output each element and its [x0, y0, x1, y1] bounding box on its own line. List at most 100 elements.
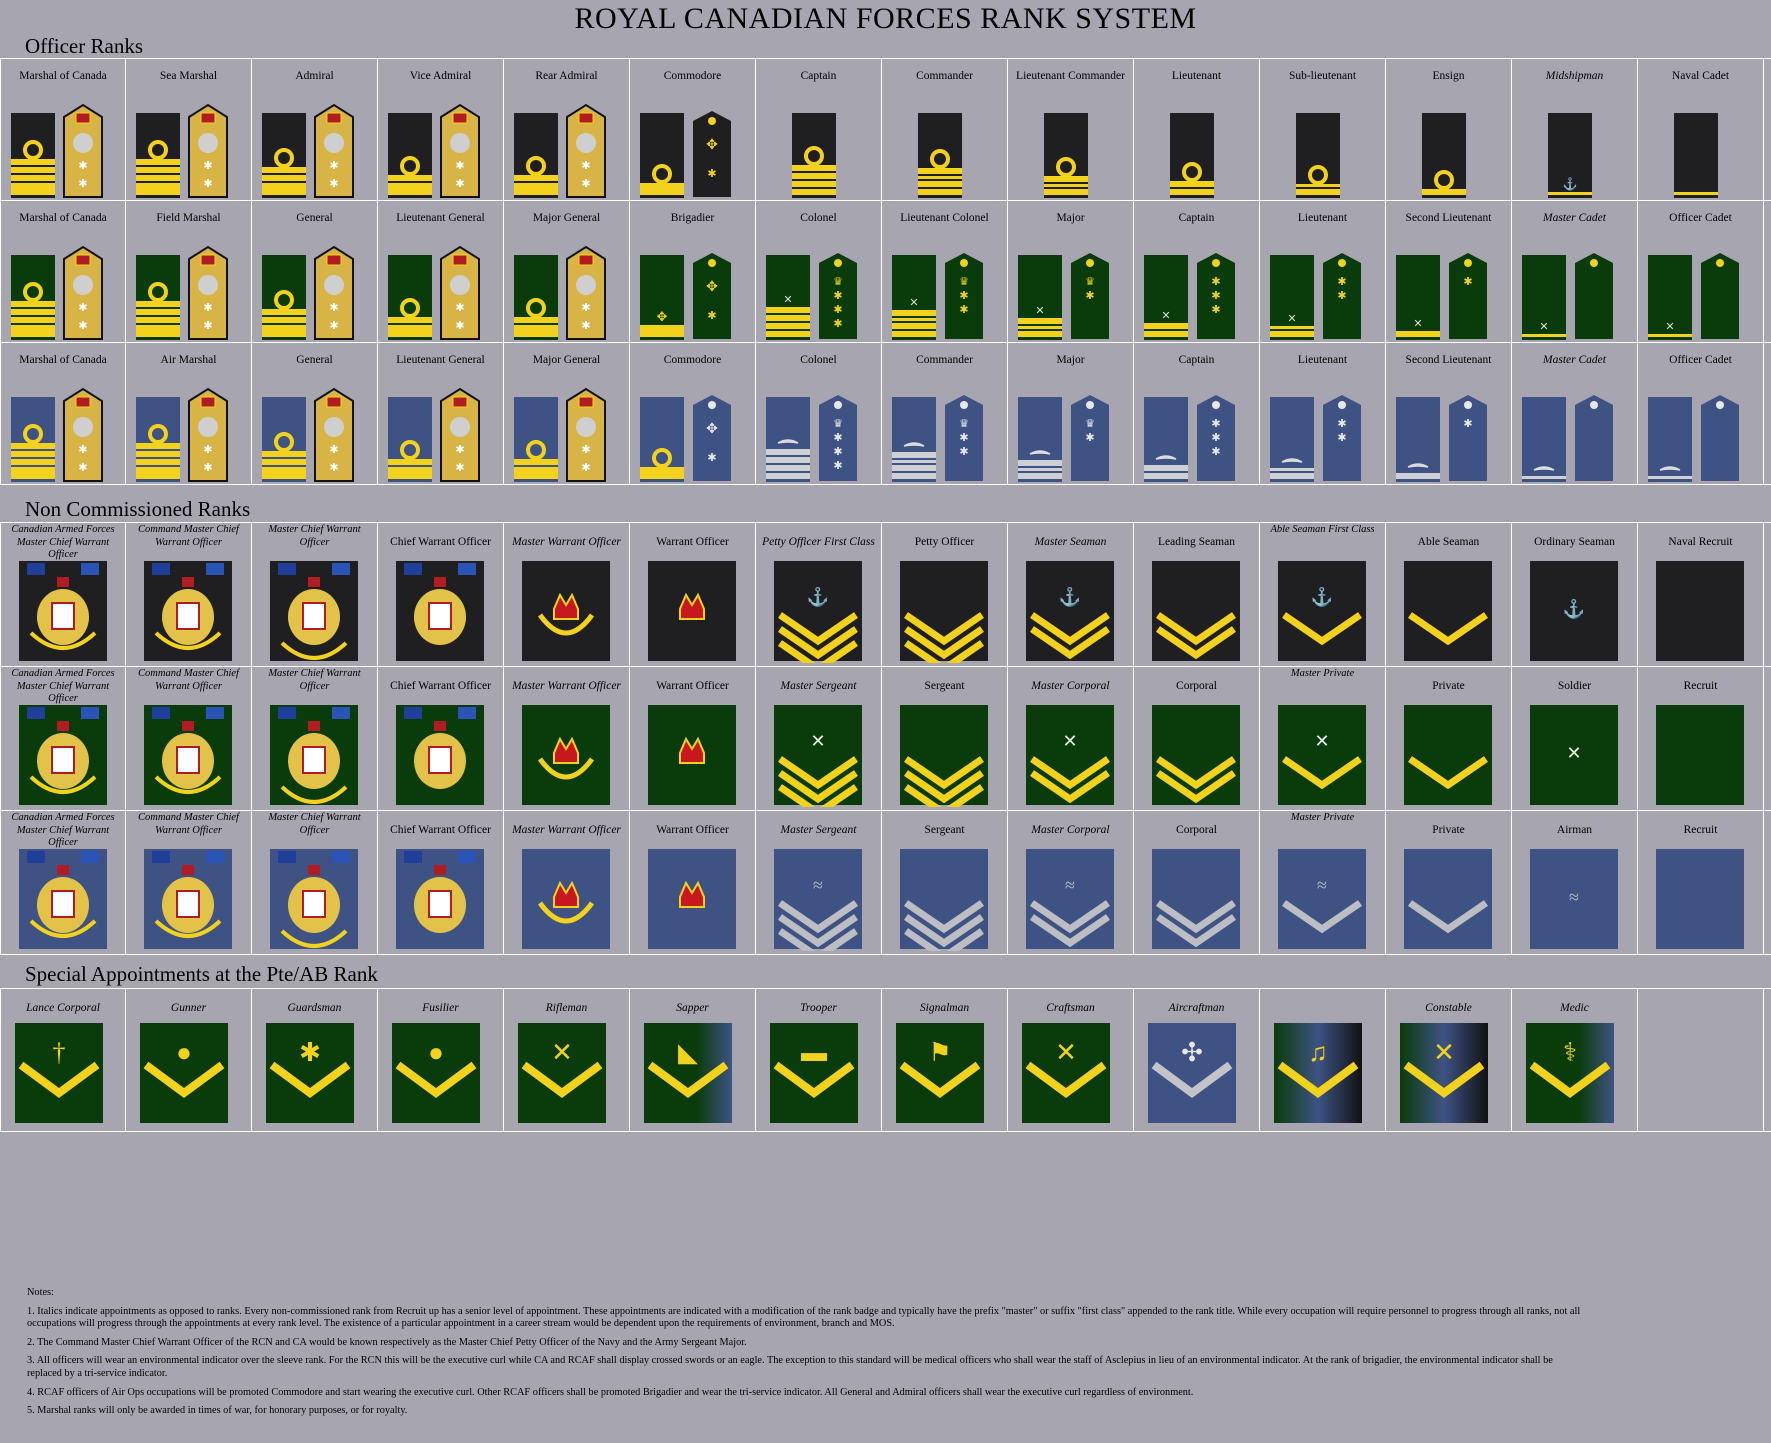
rank-cell-air: Air Marshal ✱ ✱	[126, 343, 252, 484]
chevron	[778, 900, 858, 934]
rank-cell-air: Private	[1386, 811, 1512, 954]
rank-cell-army: Master Corporal ✕	[1008, 667, 1134, 810]
crown-icon: ♛	[959, 276, 969, 288]
rank-label: Field Marshal	[156, 212, 221, 224]
special-insignia: ●	[140, 1023, 228, 1123]
rank-label: Sergeant	[924, 824, 965, 836]
button-icon	[1338, 401, 1346, 409]
sleeve-stripe	[766, 307, 810, 313]
maple-leaf-icon: ✱	[78, 178, 87, 190]
shield-icon	[51, 746, 75, 774]
shoulder-board	[819, 253, 857, 339]
rank-cell-special: Guardsman ✱	[252, 989, 378, 1131]
rank-label: Master Chief Warrant Officer	[268, 668, 361, 692]
rank-cell-air: Major ♛ ✱	[1008, 343, 1134, 484]
special-insignia: ⚕	[1526, 1023, 1614, 1123]
officer-insignia: ✕ ♛ ✱ ✱ ✱	[766, 253, 857, 340]
rank-label: Major	[1056, 212, 1085, 224]
rank-cell-army: Corporal	[1134, 667, 1260, 810]
rank-cell-air: Second Lieutenant ✱	[1386, 343, 1512, 484]
executive-curl-icon	[23, 424, 43, 444]
chevron	[395, 1061, 477, 1098]
crown-icon	[57, 721, 69, 731]
rank-cell-air: Lieutenant General ✱ ✱	[378, 343, 504, 484]
executive-curl-icon	[526, 156, 546, 176]
crown-icon	[434, 721, 446, 731]
eagle-icon: ≈	[813, 875, 823, 895]
officer-insignia: ⚓	[1548, 113, 1592, 198]
nc-insignia: ✕	[1026, 705, 1114, 805]
rank-label: Medic	[1560, 1002, 1589, 1014]
chevron	[773, 1061, 855, 1098]
rank-label: Air Marshal	[160, 354, 217, 366]
nc-insignia	[19, 705, 107, 805]
sleeve-stripe	[892, 465, 936, 471]
rank-cell-navy: Master Seaman ⚓	[1008, 523, 1134, 666]
tri-service-icon: ✥	[706, 280, 718, 295]
sleeve-stripe	[1144, 331, 1188, 337]
sleeve-stripe	[11, 459, 55, 465]
button-icon	[708, 401, 716, 409]
sleeve-stripe	[262, 309, 306, 315]
sleeve-stripe	[1044, 189, 1088, 195]
section-title-nc: Non Commissioned Ranks	[25, 497, 251, 521]
button-icon	[1590, 401, 1598, 409]
rank-label: Craftsman	[1046, 1002, 1095, 1014]
wreath-icon	[29, 631, 97, 650]
anchor-icon: ⚓	[1311, 586, 1333, 607]
rank-cell-navy: Chief Warrant Officer	[378, 523, 504, 666]
sword-baton-icon	[73, 275, 93, 295]
shoulder-board	[693, 253, 731, 339]
executive-curl-icon	[1182, 162, 1202, 182]
nc-insignia: ≈	[1026, 849, 1114, 949]
crossed-swords-icon: ✕	[1287, 313, 1296, 325]
chevron	[1156, 914, 1236, 948]
rank-cell-navy: Able Seaman First Class ⚓	[1260, 523, 1386, 666]
sleeve-stripe	[388, 467, 432, 479]
shield-icon	[302, 602, 326, 630]
rank-label: Ordinary Seaman	[1534, 536, 1615, 548]
maple-leaf-icon: ✱	[581, 320, 590, 332]
beaver-icon: ◣	[678, 1038, 698, 1067]
chevron	[904, 612, 984, 646]
badge-background	[1404, 561, 1492, 661]
button-icon	[960, 259, 968, 267]
special-insignia: †	[15, 1023, 103, 1123]
shoulder-board	[945, 395, 983, 481]
royal-flag-icon	[81, 563, 99, 575]
shoulder-board	[1323, 253, 1361, 339]
sleeve-stripe	[11, 443, 55, 449]
sleeve-stripe	[262, 167, 306, 173]
crown-icon	[308, 865, 320, 875]
rank-cell-air: Commander ♛ ✱ ✱	[882, 343, 1008, 484]
sleeve-cuff	[1522, 255, 1566, 340]
shield-icon	[428, 890, 452, 918]
chevron	[904, 914, 984, 948]
wreath-icon	[280, 785, 348, 804]
nc-row-navy: Canadian Armed Forces Master Chief Warra…	[0, 523, 1771, 667]
officer-insignia: ✱✱	[1270, 395, 1361, 482]
sword-baton-icon	[198, 133, 218, 153]
rank-cell-army: Warrant Officer	[630, 667, 756, 810]
rank-cell-army: Chief Warrant Officer	[378, 667, 504, 810]
crown-icon	[200, 254, 216, 266]
rank-cell-navy: Naval Recruit	[1638, 523, 1764, 666]
sleeve-stripe	[11, 309, 55, 315]
union-flag-icon	[152, 851, 170, 863]
chevron	[778, 928, 858, 951]
eagle-icon: ≈	[1065, 875, 1075, 895]
nc-insignia	[648, 561, 736, 661]
sleeve-stripe	[11, 317, 55, 323]
officer-insignia: ✱✱	[136, 103, 228, 198]
crown-icon	[57, 865, 69, 875]
nc-insignia: ⚓	[1278, 561, 1366, 661]
sleeve-stripe	[11, 159, 55, 165]
rank-cell-navy: Commodore ✥ ✱	[630, 59, 756, 200]
rank-cell-navy: Able Seaman	[1386, 523, 1512, 666]
eagle-icon	[777, 439, 799, 444]
executive-curl-icon	[1434, 170, 1454, 190]
crown-icon	[308, 577, 320, 587]
maple-leaf-icon: ✱	[707, 168, 716, 180]
rank-cell-army: Major General ✱ ✱	[504, 201, 630, 342]
sleeve-stripe	[1674, 192, 1718, 195]
